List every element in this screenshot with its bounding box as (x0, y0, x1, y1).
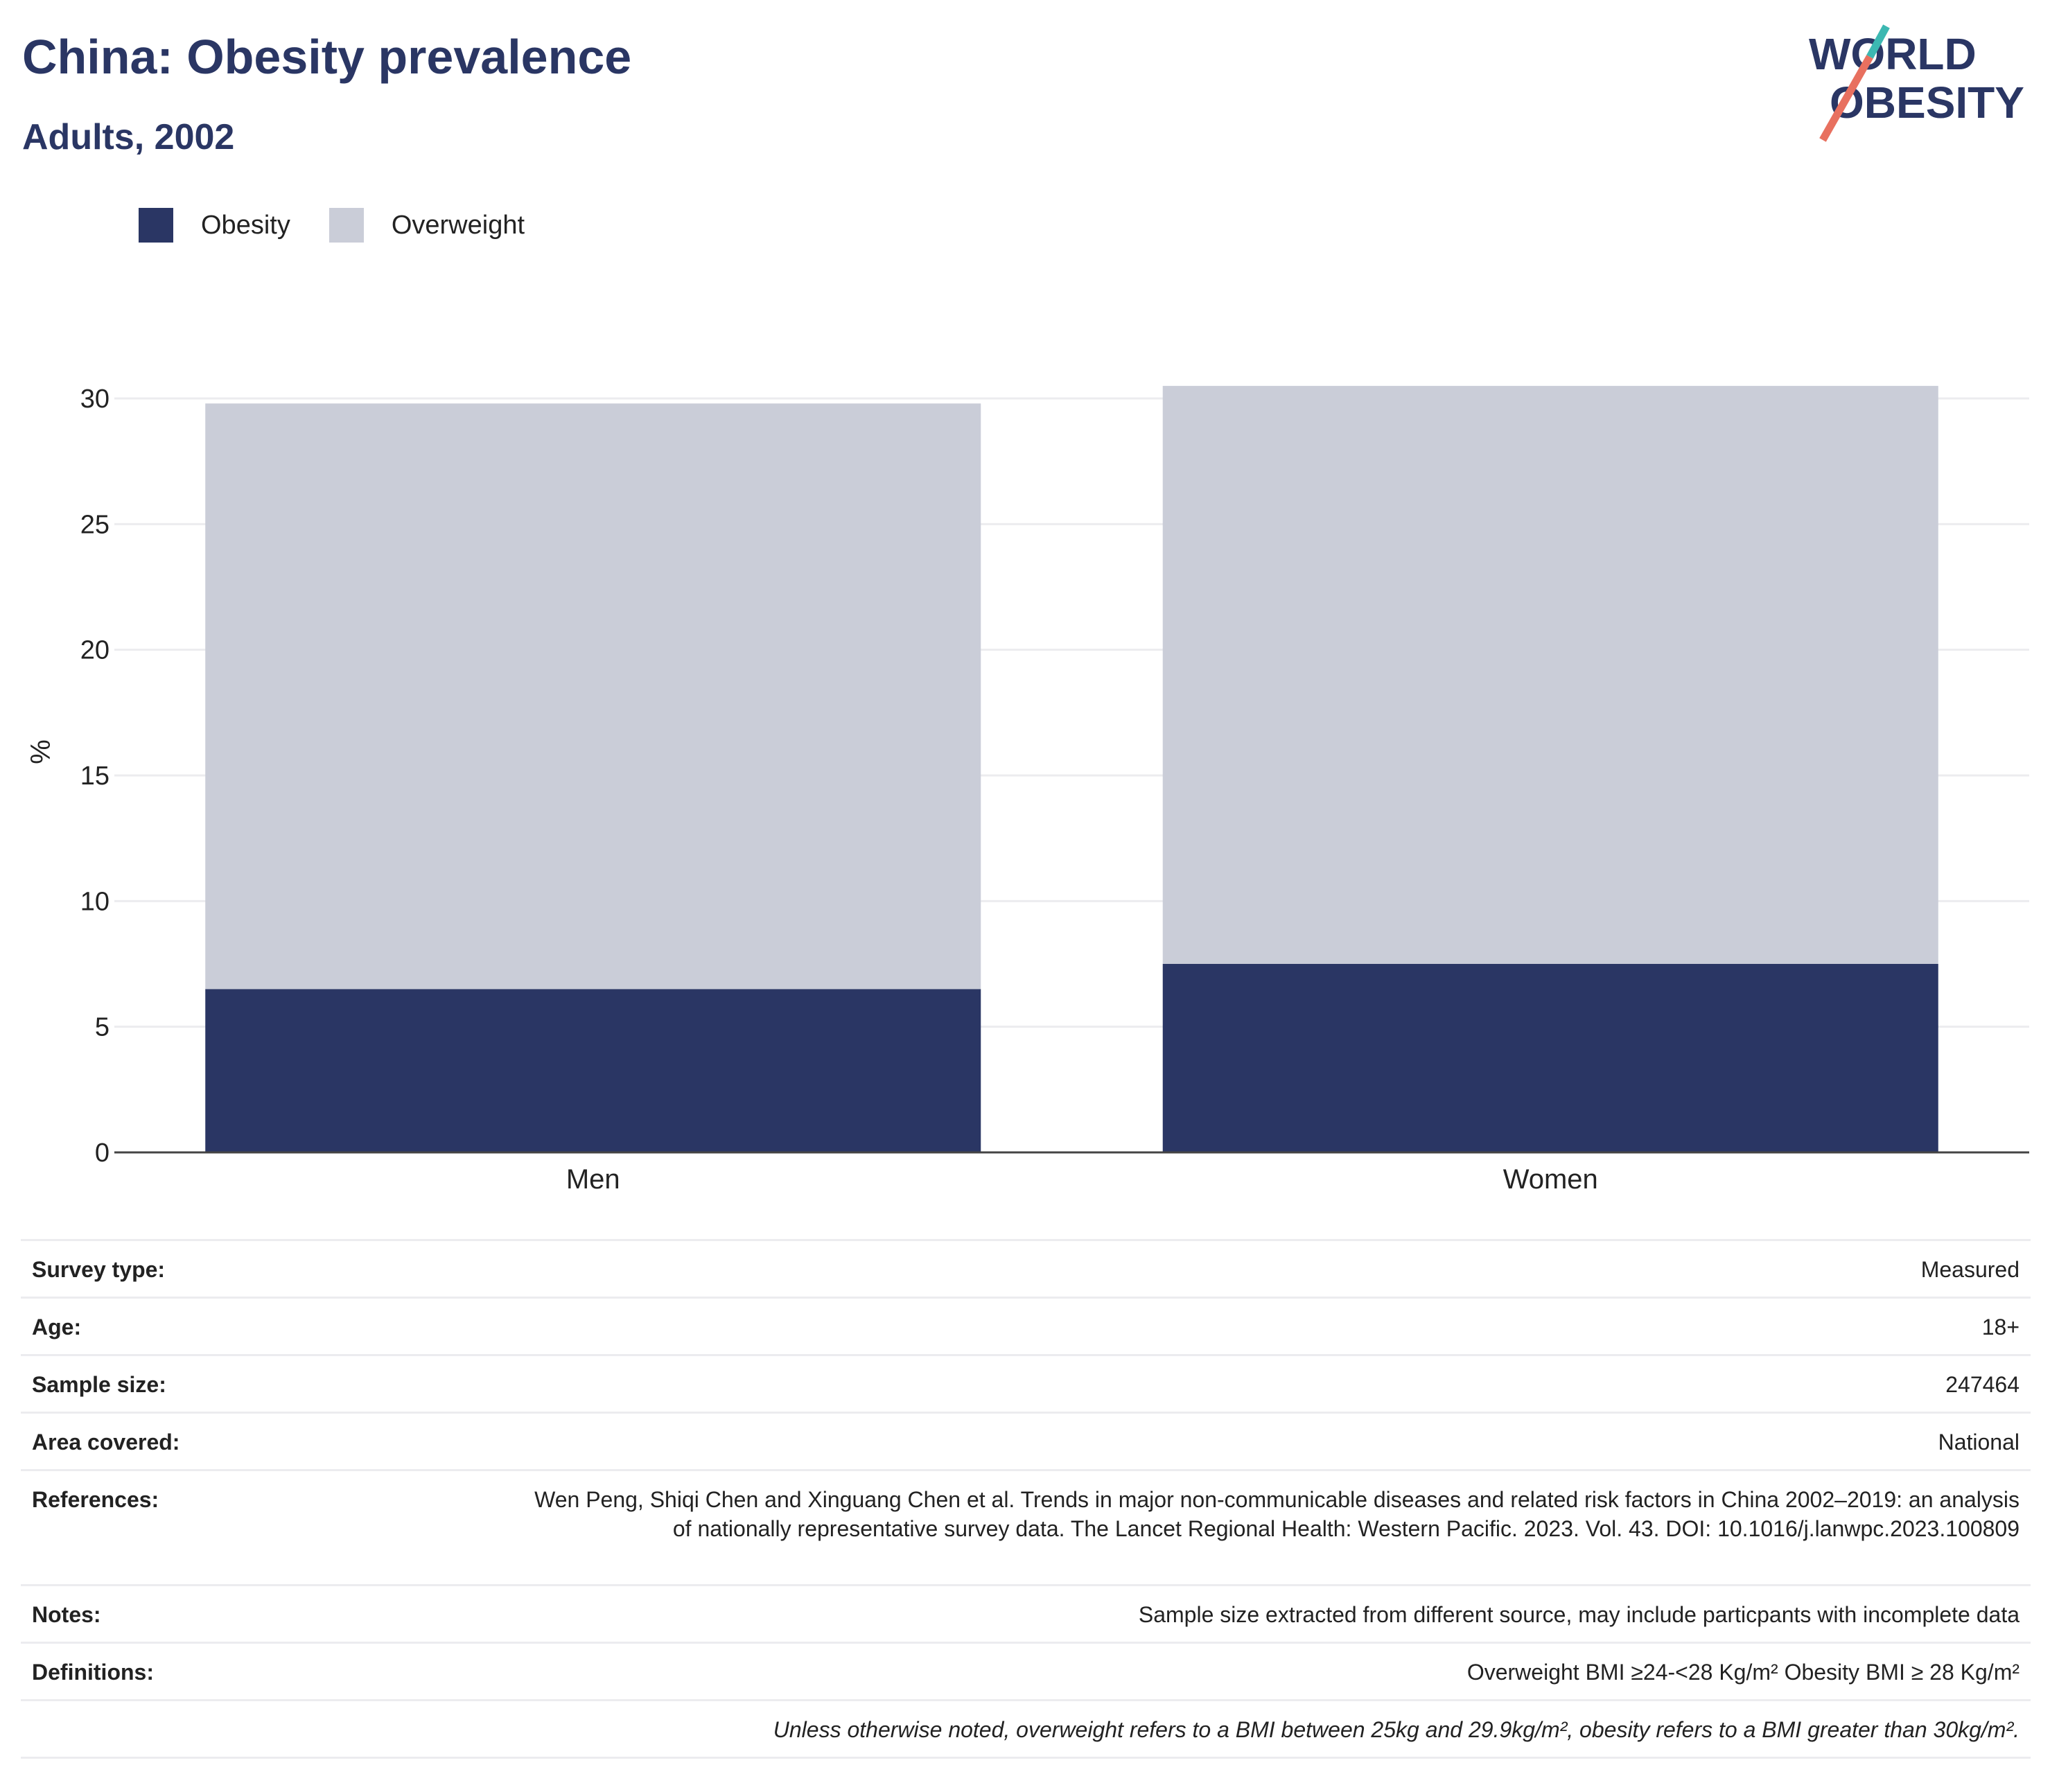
logo-slash-top (1866, 24, 1890, 59)
detail-value: 18+ (506, 1297, 2031, 1355)
detail-value: Sample size extracted from different sou… (506, 1584, 2031, 1643)
chart-legend: Obesity Overweight (139, 208, 563, 243)
y-tick-label: 15 (80, 762, 109, 791)
bar-overweight-men (205, 403, 981, 990)
y-tick-label: 10 (80, 887, 109, 916)
world-obesity-logo: WORLD OBESITY (1809, 24, 2024, 142)
y-tick-label: 0 (95, 1139, 109, 1168)
y-tick-label: 5 (95, 1013, 109, 1042)
detail-key: Area covered: (21, 1412, 506, 1470)
legend-swatch-obesity (139, 208, 173, 243)
y-tick-label: 20 (80, 636, 109, 665)
detail-key: Notes: (21, 1584, 506, 1643)
x-tick-label: Men (566, 1164, 620, 1195)
bar-overweight-women (1162, 385, 1938, 964)
detail-value: National (506, 1412, 2031, 1470)
y-axis-label: % (26, 739, 56, 764)
detail-key: Survey type: (21, 1239, 506, 1298)
stacked-bar-chart: 0 5 10 15 20 25 30% Men Women (26, 385, 2029, 1195)
survey-details-table: Survey type: Measured Age: 18+ Sample si… (21, 1239, 2031, 1759)
detail-key: Definitions: (21, 1642, 506, 1701)
detail-value: Overweight BMI ≥24-<28 Kg/m² Obesity BMI… (506, 1642, 2031, 1701)
detail-row-definitions: Definitions: Overweight BMI ≥24-<28 Kg/m… (21, 1642, 2031, 1701)
detail-row-age: Age: 18+ (21, 1297, 2031, 1355)
legend-item-overweight[interactable]: Overweight (328, 208, 525, 243)
y-tick-label: 25 (80, 510, 109, 539)
page-subtitle: Adults, 2002 (22, 117, 235, 157)
y-tick-label: 30 (80, 385, 109, 414)
bar-obesity-women (1162, 964, 1938, 1152)
detail-value: Wen Peng, Shiqi Chen and Xinguang Chen e… (506, 1469, 2031, 1585)
detail-row-notes: Notes: Sample size extracted from differ… (21, 1584, 2031, 1643)
x-tick-label: Women (1503, 1164, 1598, 1195)
detail-key: Sample size: (21, 1354, 506, 1413)
legend-label-overweight: Overweight (391, 210, 525, 240)
detail-row-area-covered: Area covered: National (21, 1412, 2031, 1470)
detail-key: References: (21, 1469, 506, 1585)
bmi-footnote: Unless otherwise noted, overweight refer… (21, 1699, 2031, 1759)
detail-value: 247464 (506, 1354, 2031, 1413)
detail-key: Age: (21, 1297, 506, 1355)
legend-item-obesity[interactable]: Obesity (139, 208, 290, 243)
detail-row-sample-size: Sample size: 247464 (21, 1354, 2031, 1413)
bar-obesity-men (205, 989, 981, 1152)
logo-slash-bottom (1819, 55, 1873, 142)
logo-line-2: OBESITY (1830, 78, 2024, 128)
detail-row-references: References: Wen Peng, Shiqi Chen and Xin… (21, 1469, 2031, 1585)
logo-line-1: WORLD (1809, 29, 1977, 79)
legend-swatch-overweight (328, 208, 364, 243)
detail-value: Measured (506, 1239, 2031, 1298)
legend-label-obesity: Obesity (201, 210, 290, 240)
page-title: China: Obesity prevalence (22, 30, 632, 84)
detail-row-survey-type: Survey type: Measured (21, 1239, 2031, 1298)
detail-row-footnote: Unless otherwise noted, overweight refer… (21, 1699, 2031, 1759)
